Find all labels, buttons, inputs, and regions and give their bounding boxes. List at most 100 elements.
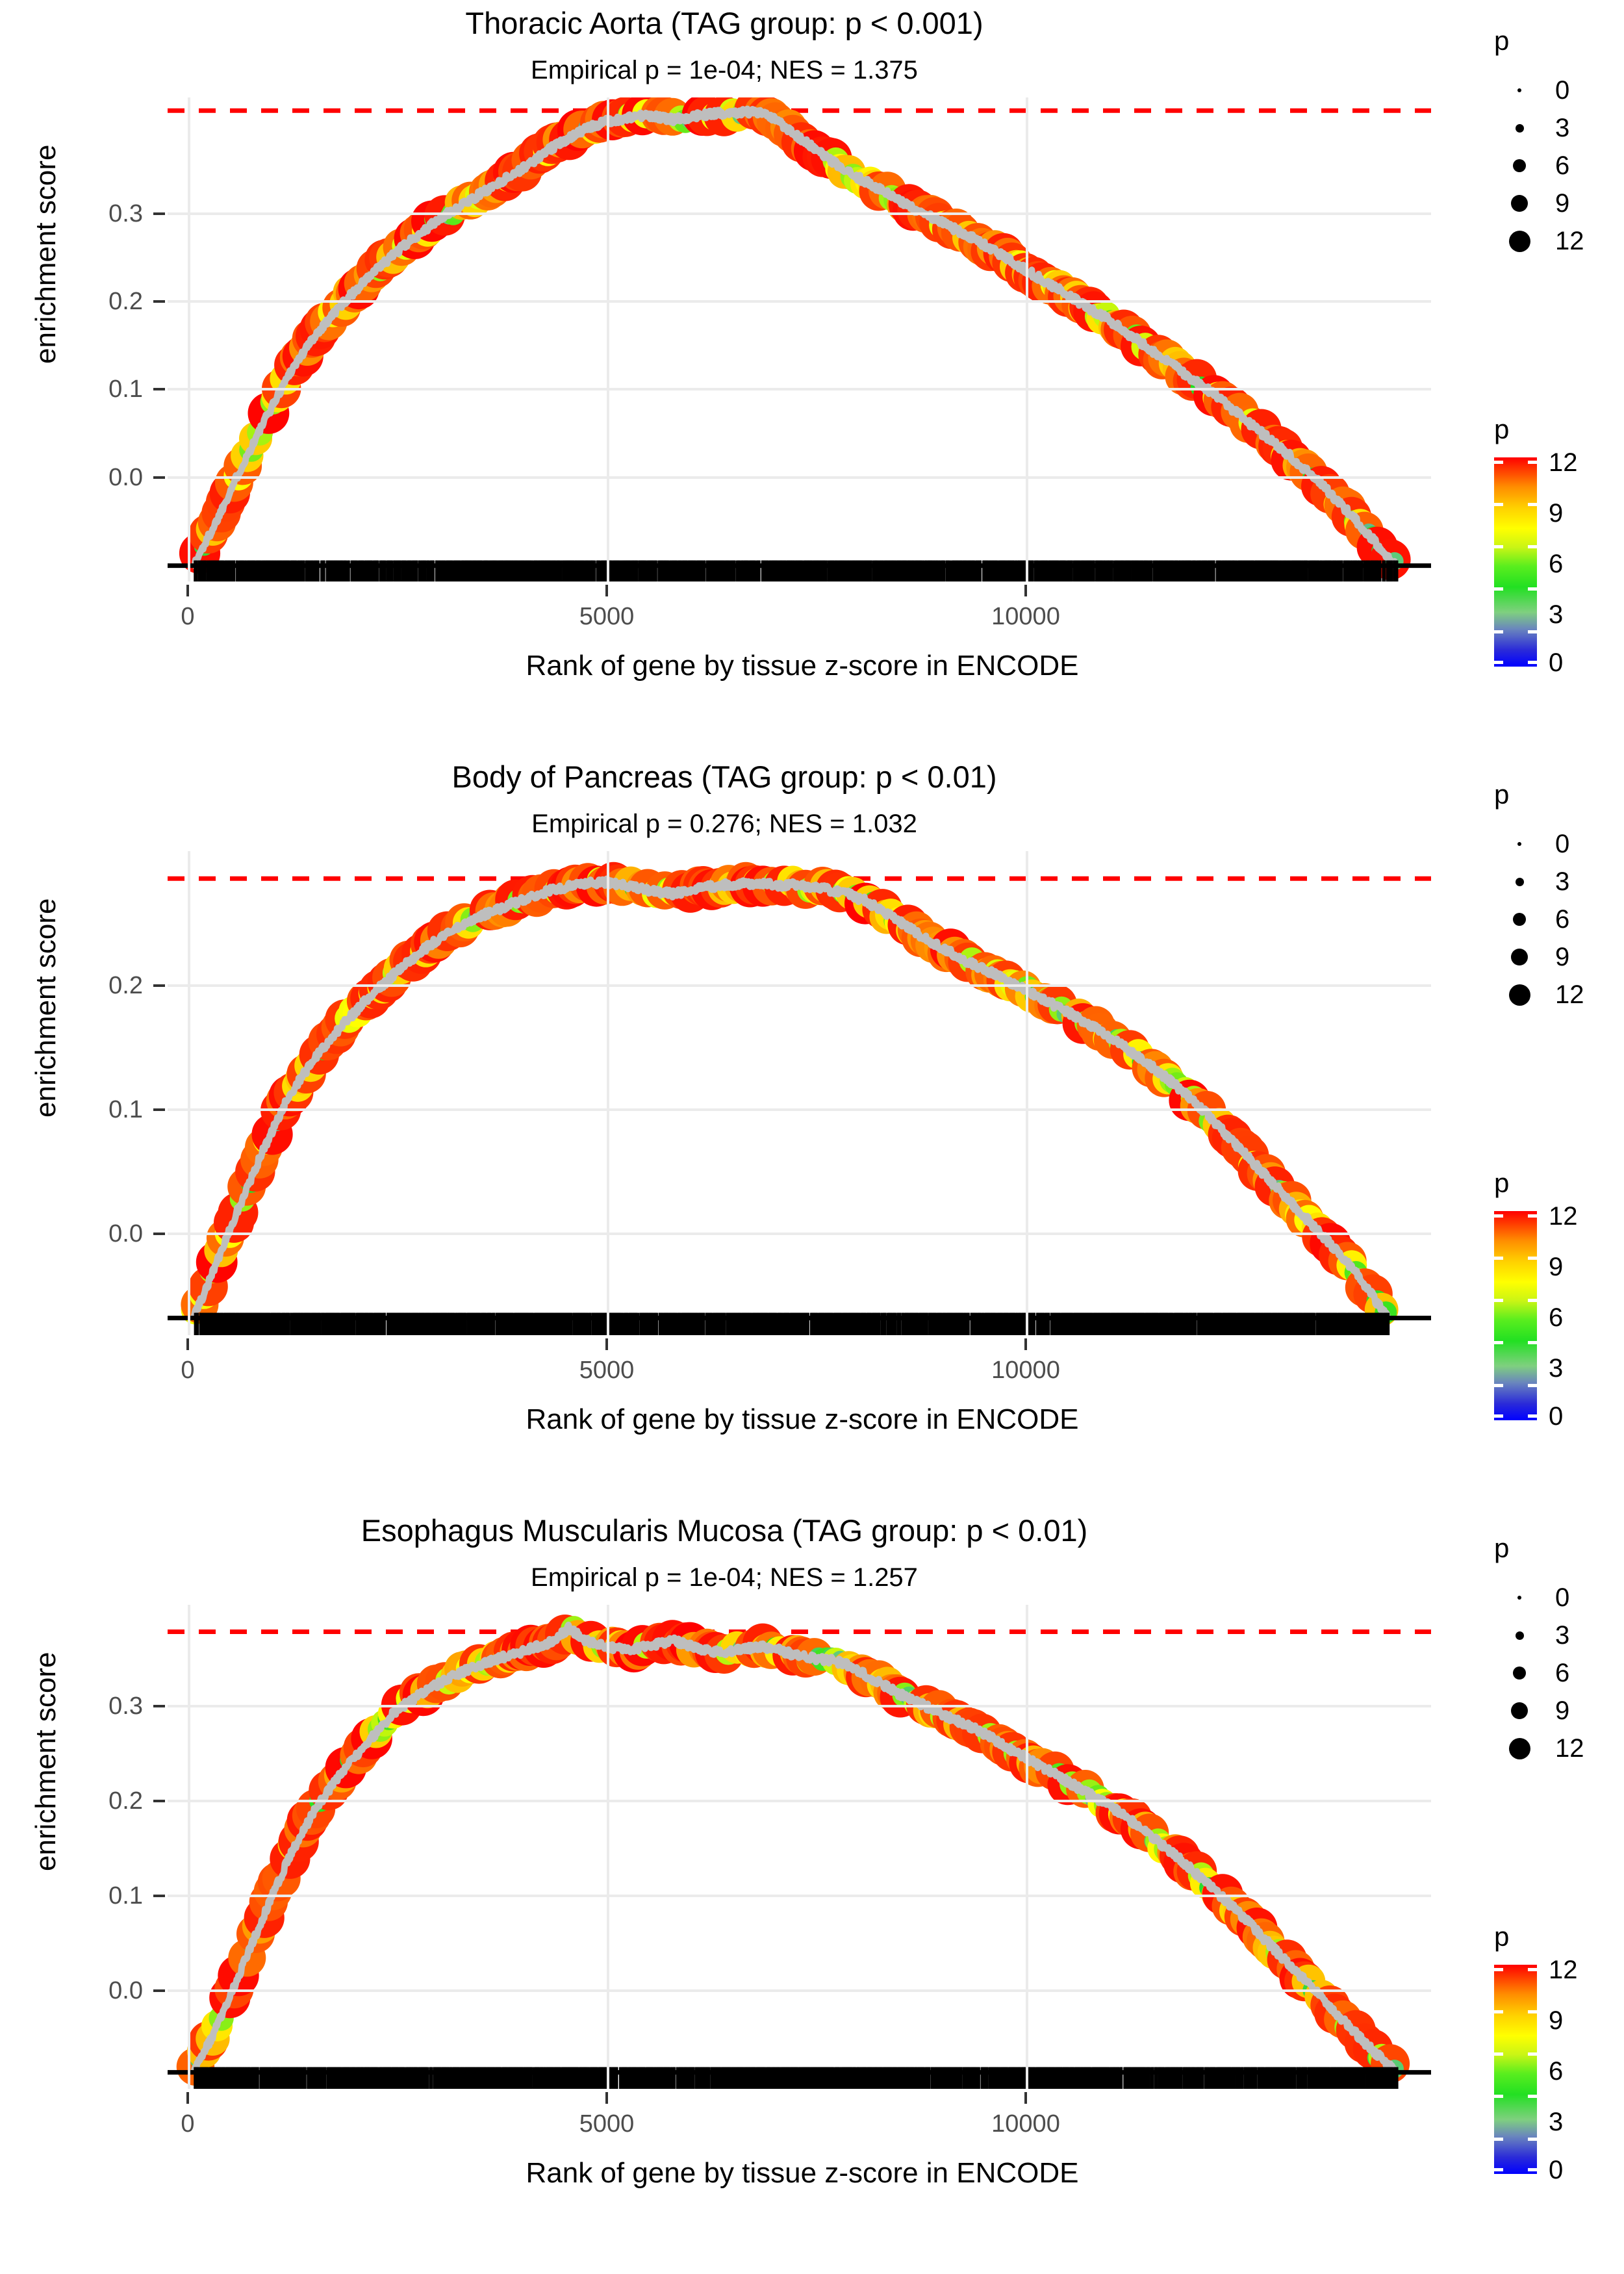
rug-tick [644, 560, 647, 581]
rug-tick [1096, 560, 1099, 581]
rug-tick [269, 2067, 272, 2089]
rug-tick [357, 2067, 361, 2089]
rug-tick [839, 560, 844, 581]
rug-tick [1379, 560, 1382, 581]
rug-tick [321, 1312, 324, 1335]
rug-tick [1356, 560, 1359, 581]
rug-tick [1092, 560, 1094, 581]
rug-tick [999, 560, 1002, 581]
rug-tick [396, 2067, 399, 2089]
rug-tick [419, 1312, 421, 1335]
rug-tick [1188, 1312, 1191, 1335]
rug-tick [1317, 1312, 1320, 1335]
rug-tick [898, 1312, 902, 1335]
rug-tick [991, 2067, 994, 2089]
rug-tick [657, 560, 659, 581]
rug-tick [952, 1312, 956, 1335]
rug-tick [800, 1312, 804, 1335]
size-legend-row: 0 [1494, 71, 1584, 109]
rug-tick [752, 2067, 755, 2089]
rug-tick [692, 1312, 694, 1335]
rug-tick [825, 2067, 827, 2089]
rug-tick [1084, 1312, 1087, 1335]
y-tick-mark [153, 1989, 165, 1992]
rug-tick [511, 2067, 513, 2089]
rug-tick [1000, 1312, 1004, 1335]
rug-tick [211, 560, 214, 581]
rug-tick [815, 2067, 819, 2089]
rug-tick [702, 560, 704, 581]
rug-tick [1067, 560, 1070, 581]
y-tick-mark [153, 1895, 165, 1897]
rug-tick [244, 2067, 246, 2089]
size-legend-row: 12 [1494, 976, 1584, 1014]
rug-tick [885, 1312, 887, 1335]
rug-tick [651, 2067, 653, 2089]
rug-tick [1028, 560, 1031, 581]
rug-tick [1093, 560, 1095, 581]
rug-tick [1280, 560, 1283, 581]
rug-tick [516, 560, 520, 581]
rug-tick [546, 1312, 548, 1335]
rug-tick [1137, 560, 1139, 581]
rug-tick [258, 560, 260, 581]
color-legend-bar [1494, 1211, 1537, 1420]
enrichment-curve [168, 862, 1431, 1335]
rug-tick [788, 2067, 791, 2089]
rug-tick [837, 2067, 840, 2089]
rug-tick [1190, 1312, 1194, 1335]
rug-tick [232, 1312, 234, 1335]
rug-tick [510, 1312, 511, 1335]
rug-tick [219, 2067, 221, 2089]
x-tick-label: 5000 [579, 1357, 635, 1384]
rug-tick [622, 560, 625, 581]
rug-tick [344, 2067, 348, 2089]
rug-tick [539, 560, 542, 581]
rug-tick [920, 560, 922, 581]
rug-tick [450, 2067, 451, 2089]
rug-tick [1193, 1312, 1196, 1335]
rug-tick [1034, 1312, 1036, 1335]
rug-tick [670, 560, 671, 581]
rug-tick [1192, 560, 1195, 581]
rug-tick [355, 560, 357, 581]
rug-tick [299, 2067, 301, 2089]
rug-tick [870, 560, 872, 581]
rug-tick [384, 560, 386, 581]
rug-tick [198, 560, 201, 581]
color-legend-title: p [1494, 1168, 1510, 1198]
rug-tick [1085, 560, 1089, 581]
rug-tick [943, 560, 946, 581]
rug-tick [644, 2067, 645, 2089]
rug-tick [854, 2067, 856, 2089]
rug-tick [634, 1312, 636, 1335]
rug-tick [723, 560, 726, 581]
rug-tick [481, 560, 482, 581]
rug-tick [457, 2067, 459, 2089]
rug-tick [769, 2067, 771, 2089]
rug-tick [985, 560, 987, 581]
rug-tick [660, 2067, 663, 2089]
rug-tick [1284, 560, 1287, 581]
rug-tick [431, 2067, 433, 2089]
rug-tick [613, 560, 616, 581]
rug-tick [353, 1312, 355, 1335]
gridline [607, 1605, 609, 2089]
rug-tick [916, 2067, 918, 2089]
rug-tick [976, 560, 979, 581]
rug-tick [274, 1312, 278, 1335]
color-legend-tick: 12 [1549, 448, 1578, 477]
rug-tick [446, 1312, 448, 1335]
rug-tick [542, 560, 545, 581]
size-legend-dot-icon [1515, 877, 1524, 886]
y-tick-label: 0.1 [108, 1096, 143, 1123]
rug-tick [703, 1312, 705, 1335]
rug-tick [466, 2067, 468, 2089]
rug-tick [1145, 560, 1147, 581]
rug-tick [667, 560, 671, 581]
rug-tick [865, 1312, 867, 1335]
rug-tick [501, 560, 504, 581]
rug-tick [778, 1312, 781, 1335]
rug-tick [753, 560, 755, 581]
gridline [1026, 851, 1028, 1335]
